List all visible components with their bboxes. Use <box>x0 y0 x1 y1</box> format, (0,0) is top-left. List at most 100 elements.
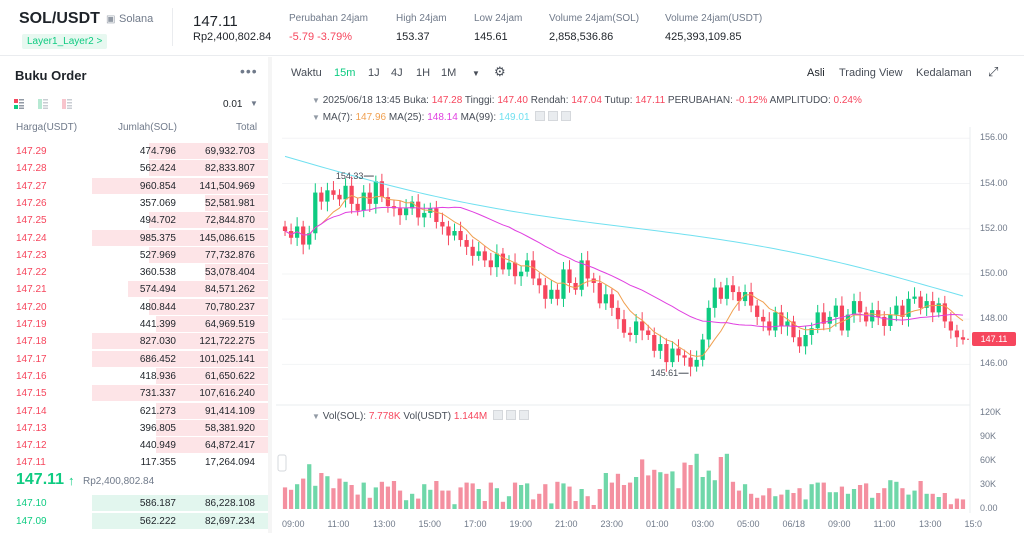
volume-bar <box>555 481 560 509</box>
ma-settings-icon[interactable] <box>535 111 546 121</box>
candle-body <box>791 321 796 338</box>
coin-name[interactable]: Solana <box>119 13 154 25</box>
ask-price: 147.13 <box>16 422 47 434</box>
ask-row[interactable]: 147.28 562.424 82,833.807 <box>0 159 268 177</box>
ask-price: 147.19 <box>16 319 47 330</box>
ask-row[interactable]: 147.21 574.494 84,571.262 <box>0 280 268 298</box>
interval-1j[interactable]: 1J <box>368 67 380 79</box>
ohlc-date: 2025/06/18 13:45 <box>322 95 401 106</box>
ask-total: 107,616.240 <box>199 388 255 400</box>
scroll-handle[interactable] <box>277 454 287 472</box>
view-tradingview[interactable]: Trading View <box>839 67 903 79</box>
volume-bar <box>694 453 699 509</box>
ask-depth-bar <box>205 264 268 281</box>
candle-body <box>688 357 693 367</box>
bid-row[interactable]: 147.09 562.222 82,697.234 <box>0 512 268 530</box>
candle-body <box>954 330 960 338</box>
candle-body <box>864 312 869 322</box>
ask-row[interactable]: 147.14 621.273 91,414.109 <box>0 402 268 420</box>
sector-tag[interactable]: Layer1_Layer2 > <box>22 34 108 49</box>
vol-settings-icon[interactable] <box>493 410 504 420</box>
candle-body <box>851 301 857 315</box>
chevron-down-icon[interactable]: ▼ <box>250 99 258 108</box>
ma25-value: 148.14 <box>427 112 458 123</box>
y-tick-label: 152.00 <box>980 222 1008 233</box>
ask-row[interactable]: 147.18 827.030 121,722.275 <box>0 332 268 350</box>
x-tick-label: 09:00 <box>828 519 851 529</box>
ask-row[interactable]: 147.11 117.355 17,264.094 <box>0 453 268 471</box>
ask-row[interactable]: 147.12 440.949 64,872.417 <box>0 436 268 454</box>
tick-size-select[interactable]: 0.01 <box>223 99 243 110</box>
candle-body <box>839 305 845 331</box>
ask-row[interactable]: 147.29 474.796 69,932.703 <box>0 142 268 160</box>
volume-bar <box>851 489 857 509</box>
ask-price: 147.28 <box>16 163 47 175</box>
candle-body <box>640 321 645 331</box>
volume-bar <box>742 484 748 509</box>
view-depth[interactable]: Kedalaman <box>916 67 972 79</box>
bid-qty: 586.187 <box>139 498 176 509</box>
candle-body <box>821 312 826 324</box>
chart-panel: Waktu 15m 1J 4J 1H 1M ▼ ⚙ Asli Trading V… <box>276 57 1024 533</box>
candle-body <box>500 253 506 270</box>
close-value: 147.11 <box>635 95 666 106</box>
y-tick-label: 154.00 <box>980 177 1008 188</box>
ask-row[interactable]: 147.13 396.805 58,381.920 <box>0 419 268 437</box>
ma-hide-icon[interactable] <box>548 111 559 121</box>
ask-row[interactable]: 147.20 480.844 70,780.237 <box>0 298 268 316</box>
interval-15m[interactable]: 15m <box>334 67 356 79</box>
ma-close-icon[interactable] <box>561 111 572 121</box>
ask-row[interactable]: 147.24 985.375 145,086.615 <box>0 229 268 247</box>
more-intervals-icon[interactable]: ▼ <box>472 69 480 78</box>
ask-row[interactable]: 147.19 441.399 64,969.519 <box>0 315 268 333</box>
candle-body <box>494 253 500 268</box>
more-icon[interactable]: ••• <box>240 63 258 79</box>
ask-row[interactable]: 147.15 731.337 107,616.240 <box>0 384 268 402</box>
settings-icon[interactable]: ⚙ <box>494 64 506 79</box>
view-original[interactable]: Asli <box>807 67 825 79</box>
ask-row[interactable]: 147.22 360.538 53,078.404 <box>0 263 268 281</box>
volume-bar <box>845 493 851 509</box>
candle-body <box>325 190 330 202</box>
ask-qty: 985.375 <box>139 232 176 244</box>
bids-only-icon[interactable] <box>38 99 48 109</box>
candle-body <box>397 208 403 216</box>
ask-total: 52,581.981 <box>204 197 255 209</box>
volume-bar <box>712 480 717 509</box>
ask-qty: 480.844 <box>139 301 176 313</box>
ask-row[interactable]: 147.23 527.969 77,732.876 <box>0 246 268 264</box>
ask-row[interactable]: 147.27 960.854 141,504.969 <box>0 177 268 195</box>
x-tick-label: 09:00 <box>282 519 305 529</box>
candle-body <box>282 226 288 231</box>
amp-label: AMPLITUDO: <box>769 95 831 106</box>
fullscreen-icon[interactable]: ⤢ <box>988 64 999 79</box>
candle-body <box>809 328 814 335</box>
volume-bar <box>730 481 736 509</box>
vol-close-icon[interactable] <box>519 410 530 420</box>
ask-row[interactable]: 147.25 494.702 72,844.870 <box>0 211 268 229</box>
ask-row[interactable]: 147.26 357.069 52,581.981 <box>0 194 268 212</box>
bid-row[interactable]: 147.10 586.187 86,228.108 <box>0 494 268 512</box>
asks-only-icon[interactable] <box>62 99 72 109</box>
volume-bar <box>609 482 615 509</box>
candle-body <box>936 303 941 313</box>
ask-price: 147.22 <box>16 267 47 279</box>
ask-depth-bar <box>92 177 268 194</box>
col-price: Harga(USDT) <box>16 122 78 133</box>
both-sides-icon[interactable] <box>14 99 24 109</box>
candle-body <box>561 269 566 299</box>
pair-symbol[interactable]: SOL/USDT <box>19 10 100 27</box>
ask-row[interactable]: 147.17 686.452 101,025.141 <box>0 350 268 368</box>
candle-body <box>464 240 469 247</box>
interval-1h[interactable]: 1H <box>416 67 431 79</box>
ask-price: 147.15 <box>16 388 47 400</box>
candlestick-chart[interactable]: 154.33 145.61 <box>276 57 1024 533</box>
candle-body <box>434 208 439 222</box>
volume-bar <box>403 500 409 509</box>
volume-bar <box>888 480 893 509</box>
interval-1m[interactable]: 1M <box>441 67 457 79</box>
ask-row[interactable]: 147.16 418.936 61,650.622 <box>0 367 268 385</box>
vol-hide-icon[interactable] <box>506 410 517 420</box>
interval-4j[interactable]: 4J <box>391 67 403 79</box>
time-label: Waktu <box>291 67 322 79</box>
